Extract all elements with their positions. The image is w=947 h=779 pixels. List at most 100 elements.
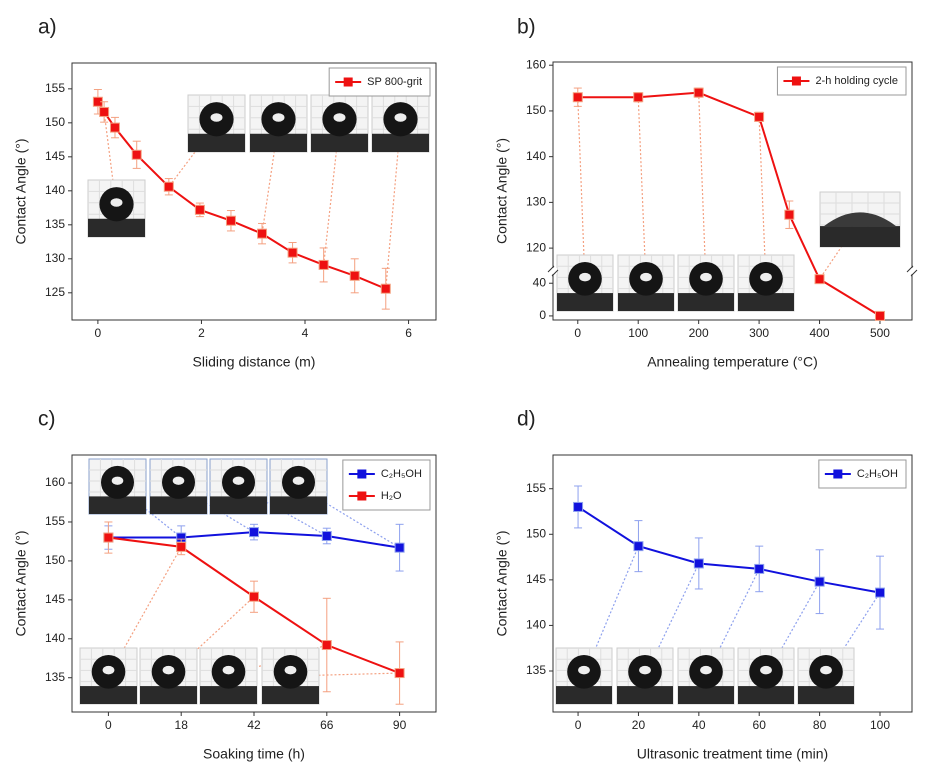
y-tick-label: 150 [45, 553, 65, 567]
droplet-image [261, 647, 320, 705]
droplet-image [797, 647, 855, 705]
substrate [678, 686, 734, 704]
connector [698, 92, 707, 284]
drop [824, 212, 896, 227]
droplet-image [616, 647, 674, 705]
drop-highlight [102, 665, 115, 675]
substrate [557, 293, 613, 311]
plot-frame [71, 62, 437, 321]
connector [168, 596, 255, 677]
substrate [738, 293, 794, 311]
legend-marker [343, 77, 353, 87]
y-tick-label: 135 [45, 670, 65, 684]
substrate [820, 226, 900, 247]
marker [318, 259, 329, 270]
droplet-image [79, 647, 138, 705]
substrate [617, 686, 673, 704]
drop-highlight [272, 113, 285, 122]
x-tick-label: 20 [632, 718, 646, 732]
y-tick-label: 140 [526, 618, 546, 632]
substrate [798, 686, 854, 704]
marker [109, 122, 120, 133]
droplet-image [555, 647, 613, 705]
drop-highlight [579, 272, 591, 282]
y-tick-label: 40 [533, 275, 547, 289]
substrate [618, 293, 674, 311]
marker [225, 215, 236, 226]
x-tick-label: 80 [813, 718, 827, 732]
drop-highlight [232, 476, 245, 485]
marker [814, 274, 825, 285]
marker [257, 228, 268, 239]
legend-label: 2-h holding cycle [815, 75, 898, 87]
y-axis-title: Contact Angle (°) [13, 531, 29, 637]
substrate [372, 133, 429, 152]
y-tick-label: 145 [45, 149, 65, 163]
y-tick-label: 160 [45, 475, 65, 489]
x-tick-label: 40 [692, 718, 706, 732]
y-tick-label: 150 [45, 115, 65, 129]
marker [874, 310, 885, 321]
connector [583, 545, 640, 677]
x-tick-label: 18 [175, 718, 189, 732]
marker [99, 106, 110, 117]
panel-label: c) [38, 408, 56, 431]
droplet-image [737, 254, 795, 312]
marker [874, 587, 885, 598]
legend-label: C₂H₅OH [857, 468, 898, 480]
y-tick-label: 155 [45, 514, 65, 528]
x-tick-label: 100 [628, 326, 648, 340]
x-tick-label: 0 [105, 718, 112, 732]
connector [637, 97, 647, 284]
drop-highlight [760, 272, 772, 282]
substrate [200, 686, 257, 704]
droplet-image [187, 94, 246, 153]
substrate [311, 133, 368, 152]
axis-break-gap [908, 267, 916, 274]
y-tick-label: 155 [526, 481, 546, 495]
y-tick-label: 125 [45, 285, 65, 299]
panel-label: a) [38, 16, 57, 39]
y-tick-label: 0 [539, 308, 546, 322]
marker [321, 640, 332, 651]
drop-highlight [222, 665, 235, 675]
x-axis-title: Ultrasonic treatment time (min) [637, 746, 828, 762]
x-tick-label: 300 [749, 326, 769, 340]
substrate [250, 133, 307, 152]
connector [261, 123, 280, 234]
y-tick-label: 150 [526, 526, 546, 540]
legend: 2-h holding cycle [776, 66, 907, 96]
legend-label: C₂H₅OH [381, 468, 422, 480]
y-axis-title: Contact Angle (°) [494, 531, 510, 637]
drop-highlight [172, 476, 185, 485]
x-tick-label: 6 [405, 326, 412, 340]
connector [577, 97, 586, 284]
drop-highlight [700, 272, 712, 282]
x-tick-label: 90 [393, 718, 407, 732]
axis-break [551, 269, 559, 277]
drop-highlight [639, 665, 651, 675]
droplet-image [149, 458, 208, 515]
y-tick-label: 140 [45, 631, 65, 645]
x-tick-label: 400 [810, 326, 830, 340]
drop-highlight [210, 113, 223, 122]
droplet-image [617, 254, 675, 312]
x-tick-label: 66 [320, 718, 334, 732]
droplet-image [819, 191, 901, 248]
axis-break [547, 265, 555, 273]
marker [693, 558, 704, 569]
y-tick-label: 160 [526, 57, 546, 71]
marker [163, 181, 174, 192]
substrate [140, 686, 197, 704]
x-axis-title: Annealing temperature (°C) [647, 354, 818, 370]
droplet-image [139, 647, 198, 705]
droplet-image [199, 647, 258, 705]
x-tick-label: 0 [95, 326, 102, 340]
marker [287, 247, 298, 258]
y-tick-label: 135 [45, 217, 65, 231]
marker [321, 530, 332, 541]
x-tick-label: 0 [575, 718, 582, 732]
legend: C₂H₅OH [818, 459, 907, 489]
droplet-image [269, 458, 328, 515]
